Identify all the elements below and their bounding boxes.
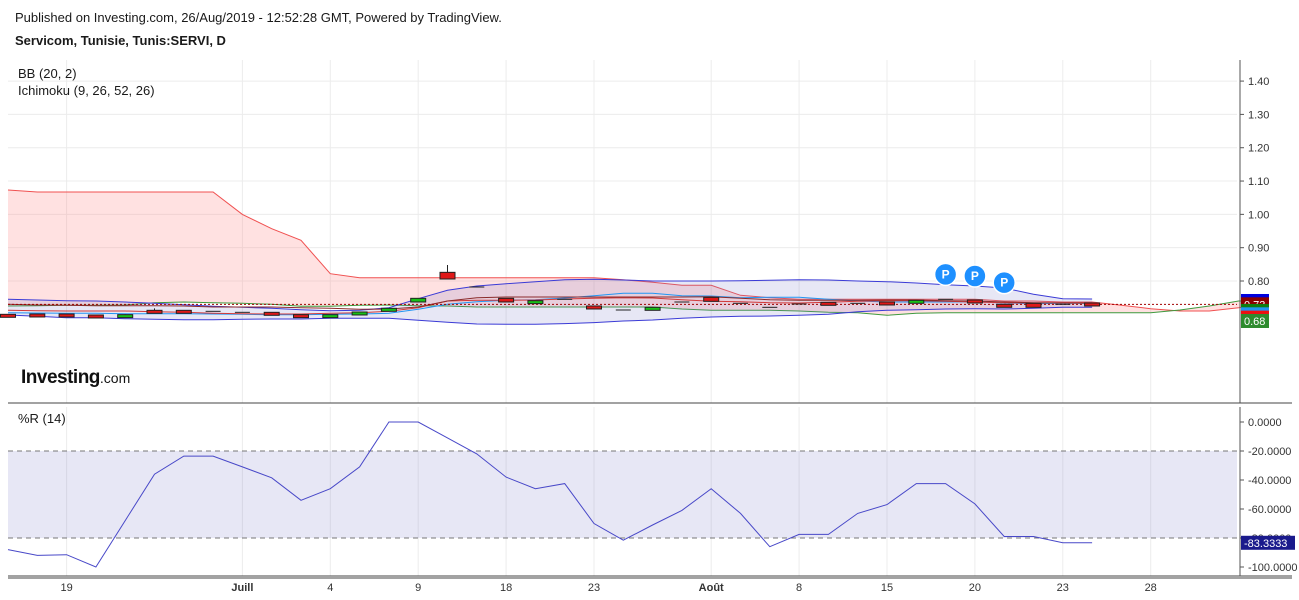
candle	[908, 299, 925, 304]
time-tick-label: 18	[500, 582, 512, 594]
price-tick-label: 1.00	[1248, 209, 1269, 221]
time-tick-label: 4	[327, 582, 333, 594]
time-tick-label: 20	[969, 582, 981, 594]
publication-header: Published on Investing.com, 26/Aug/2019 …	[15, 10, 502, 25]
candle	[879, 301, 895, 306]
candle	[0, 313, 16, 318]
candle	[263, 311, 280, 316]
candle	[175, 309, 192, 314]
candle	[29, 313, 46, 318]
time-tick-label: 23	[588, 582, 600, 594]
candle	[586, 305, 602, 310]
price-label-badge	[1241, 313, 1269, 328]
pivot-marker-label: P	[971, 269, 979, 283]
bb-indicator-label[interactable]: BB (20, 2)	[18, 66, 77, 81]
time-tick-label: 28	[1145, 582, 1157, 594]
price-tick-label: 1.30	[1248, 109, 1269, 121]
time-tick-label: 23	[1057, 582, 1069, 594]
pivot-marker-label: P	[942, 267, 950, 281]
wr-tick-label: 0.0000	[1248, 417, 1282, 429]
candle	[1025, 302, 1042, 308]
candle	[498, 297, 515, 303]
price-tick-label: 1.10	[1248, 176, 1269, 188]
candle	[996, 303, 1013, 308]
time-tick-label: 19	[60, 582, 72, 594]
candle	[322, 314, 339, 319]
time-tick-label: 8	[796, 582, 802, 594]
candle	[58, 313, 75, 318]
wr-band-fill	[8, 451, 1237, 538]
candle	[439, 271, 456, 280]
pivot-marker[interactable]	[963, 264, 987, 288]
candle	[527, 300, 544, 305]
candle	[820, 301, 837, 306]
candle	[703, 296, 720, 302]
time-tick-label: 15	[881, 582, 893, 594]
candle	[966, 299, 983, 304]
time-tick-label: Juill	[231, 582, 253, 594]
williams-r-indicator-label[interactable]: %R (14)	[18, 411, 66, 426]
price-tick-label: 1.40	[1248, 76, 1269, 88]
williams-r-line	[7, 421, 1093, 568]
bb-upper-line	[7, 278, 1093, 312]
ichimoku-cloud	[8, 190, 1268, 316]
price-label-text: 0.68	[1244, 316, 1265, 328]
candle	[87, 314, 104, 319]
wr-value-text: -83.3333	[1244, 538, 1287, 550]
candle	[380, 307, 397, 312]
wr-tick-label: -40.0000	[1248, 475, 1291, 487]
candle	[351, 311, 368, 316]
candle	[1084, 302, 1101, 307]
pivot-marker-label: P	[1000, 276, 1008, 290]
candle	[117, 314, 134, 319]
candle	[410, 297, 427, 303]
symbol-title: Servicom, Tunisie, Tunis:SERVI, D	[15, 33, 226, 48]
price-tick-label: 0.90	[1248, 243, 1269, 255]
investing-logo: Investing.com	[21, 367, 131, 388]
wr-value-badge	[1241, 535, 1295, 550]
time-tick-label: 9	[415, 582, 421, 594]
candle	[293, 314, 309, 319]
ichimoku-indicator-label[interactable]: Ichimoku (9, 26, 52, 26)	[18, 83, 155, 98]
candle	[644, 306, 661, 311]
wr-tick-label: -60.0000	[1248, 504, 1291, 516]
price-tick-label: 0.80	[1248, 276, 1269, 288]
price-tick-label: 1.20	[1248, 143, 1269, 155]
pivot-marker[interactable]	[992, 270, 1016, 295]
time-tick-label: Août	[699, 582, 724, 594]
bb-lower-line	[7, 306, 1093, 325]
pivot-marker[interactable]	[933, 262, 958, 287]
wr-tick-label: -20.0000	[1248, 446, 1291, 458]
senkou-span-a-line	[7, 300, 1268, 316]
wr-tick-label: -100.0000	[1248, 562, 1298, 574]
candle	[146, 309, 163, 314]
